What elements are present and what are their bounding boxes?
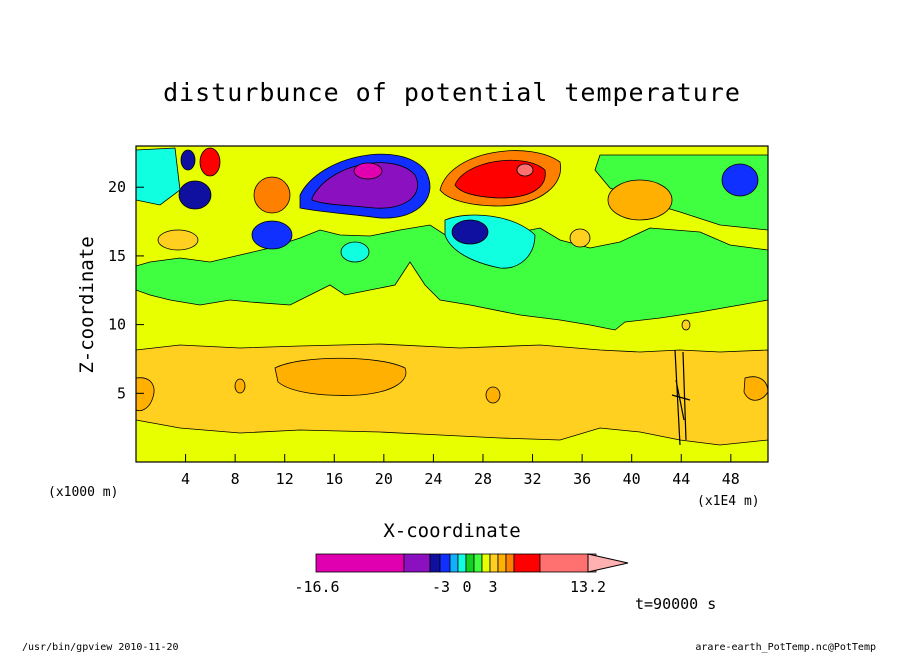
colorbar: -16.6 -3 0 3 13.2 bbox=[294, 553, 629, 596]
x-tick-label: 16 bbox=[325, 470, 343, 488]
y-tick-label: 15 bbox=[108, 247, 126, 265]
colorbar-label-3: 3 bbox=[488, 578, 497, 596]
colorbar-segment bbox=[465, 553, 475, 573]
colorbar-segment bbox=[497, 553, 507, 573]
y-axis: 5 10 15 20 bbox=[108, 178, 144, 402]
x-tick-label: 12 bbox=[276, 470, 294, 488]
colorbar-label-min: -16.6 bbox=[294, 578, 339, 596]
region-mid-orange-band bbox=[136, 343, 768, 446]
x-axis-title: X-coordinate bbox=[383, 520, 520, 542]
x-tick-label: 4 bbox=[181, 470, 190, 488]
x-tick-label: 20 bbox=[375, 470, 393, 488]
colorbar-label-max: 13.2 bbox=[570, 578, 606, 596]
colorbar-arrow bbox=[587, 553, 629, 573]
colorbar-segment bbox=[439, 553, 451, 573]
y-axis-title: Z-coordinate bbox=[76, 236, 98, 373]
colorbar-segment bbox=[449, 553, 459, 573]
footer-right: arare-earth_PotTemp.nc@PotTemp bbox=[695, 642, 876, 653]
colorbar-segment bbox=[457, 553, 467, 573]
colorbar-label-m3: -3 bbox=[432, 578, 450, 596]
x-tick-label: 32 bbox=[524, 470, 542, 488]
time-label: t=90000 s bbox=[635, 595, 716, 613]
colorbar-segment bbox=[429, 553, 441, 573]
colorbar-segment bbox=[315, 553, 405, 573]
colorbar-segment bbox=[513, 553, 541, 573]
colorbar-segment bbox=[403, 553, 431, 573]
x-tick-label: 36 bbox=[573, 470, 591, 488]
x-tick-label: 28 bbox=[474, 470, 492, 488]
x-tick-label: 44 bbox=[672, 470, 690, 488]
x-tick-label: 8 bbox=[231, 470, 240, 488]
chart-title: disturbunce of potential temperature bbox=[163, 78, 741, 107]
x-tick-label: 48 bbox=[722, 470, 740, 488]
y-tick-label: 5 bbox=[117, 384, 126, 402]
x-unit-secondary-label: (x1E4 m) bbox=[697, 494, 760, 509]
colorbar-label-0: 0 bbox=[462, 578, 471, 596]
x-axis: 4 8 12 16 20 24 28 32 36 40 44 48 bbox=[181, 454, 740, 488]
colorbar-segment bbox=[489, 553, 499, 573]
x-tick-label: 24 bbox=[424, 470, 442, 488]
x-unit-label: (x1000 m) bbox=[48, 485, 118, 500]
y-tick-label: 20 bbox=[108, 178, 126, 196]
colorbar-segment bbox=[473, 553, 483, 573]
contour-field bbox=[136, 146, 768, 462]
colorbar-segment bbox=[481, 553, 491, 573]
x-tick-label: 40 bbox=[623, 470, 641, 488]
plot-frame bbox=[135, 145, 769, 463]
colorbar-segment bbox=[505, 553, 515, 573]
region-orange-core bbox=[274, 357, 407, 396]
footer-left: /usr/bin/gpview 2010-11-20 bbox=[22, 642, 179, 653]
y-tick-label: 10 bbox=[108, 316, 126, 334]
